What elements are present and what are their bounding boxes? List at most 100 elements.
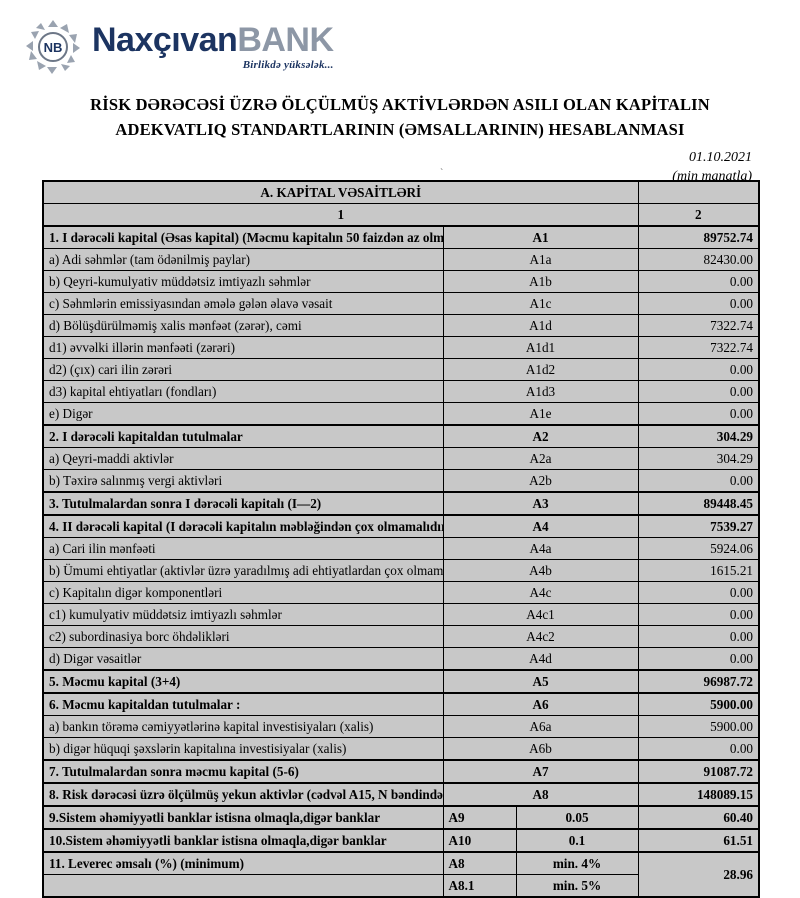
table-row: 9.Sistem əhəmiyyətli banklar istisna olm… bbox=[42, 805, 760, 830]
row-value: 1615.21 bbox=[637, 559, 760, 582]
row-label: b) digər hüquqi şəxslərin kapitalına inv… bbox=[42, 737, 444, 761]
row-value: 60.40 bbox=[637, 805, 760, 830]
leverage-label-blank bbox=[42, 874, 444, 898]
emblem-monogram: NB bbox=[44, 40, 63, 55]
row-value: 7539.27 bbox=[637, 514, 760, 538]
row-code: A9 bbox=[442, 805, 517, 830]
row-value: 148089.15 bbox=[637, 782, 760, 807]
row-code: A1c bbox=[442, 292, 639, 315]
table-header-row-title: A. KAPİTAL VƏSAİTLƏRİ bbox=[42, 180, 760, 204]
row-code: A4d bbox=[442, 647, 639, 671]
row-code: A6b bbox=[442, 737, 639, 761]
leverage-minimum-2: min. 5% bbox=[515, 874, 639, 898]
row-label: 3. Tutulmalardan sonra I dərəcəli kapita… bbox=[42, 491, 444, 516]
table-row: b) Ümumi ehtiyatlar (aktivlər üzrə yarad… bbox=[42, 559, 760, 582]
table-row: c1) kumulyativ müddətsiz imtiyazlı səhml… bbox=[42, 603, 760, 626]
row-value: 89752.74 bbox=[637, 225, 760, 249]
table-row: 7. Tutulmalardan sonra məcmu kapital (5-… bbox=[42, 759, 760, 784]
row-code: A10 bbox=[442, 828, 517, 853]
row-code: A1 bbox=[442, 225, 639, 249]
row-code: A6 bbox=[442, 692, 639, 716]
table-row: 6. Məcmu kapitaldan tutulmalar : A6 5900.0… bbox=[42, 692, 760, 716]
brand-name-primary: Naxçıvan bbox=[92, 21, 238, 59]
row-code: A1b bbox=[442, 270, 639, 293]
row-code: A4c2 bbox=[442, 625, 639, 648]
row-label: d3) kapital ehtiyatları (fondları) bbox=[42, 380, 444, 403]
table-row: d2) (çıx) cari ilin zərəri A1d2 0.00 bbox=[42, 358, 760, 381]
brand-name-secondary: BANK bbox=[237, 21, 334, 59]
row-label: d1) əvvəlki illərin mənfəəti (zərəri) bbox=[42, 336, 444, 359]
table-body: A. KAPİTAL VƏSAİTLƏRİ 1 2 1. I dərəcəli … bbox=[42, 180, 760, 898]
brand-slogan: Birlikdə yüksələk... bbox=[242, 59, 334, 71]
row-value: 0.00 bbox=[637, 737, 760, 761]
table-header-title: A. KAPİTAL VƏSAİTLƏRİ bbox=[42, 180, 639, 204]
row-code: A4c bbox=[442, 581, 639, 604]
row-label: 6. Məcmu kapitaldan tutulmalar : bbox=[42, 692, 444, 716]
row-label: 7. Tutulmalardan sonra məcmu kapital (5-… bbox=[42, 759, 444, 784]
row-label: d) Digər vəsaitlər bbox=[42, 647, 444, 671]
table-row: c) Kapitalın digər komponentləri A4c 0.00 bbox=[42, 581, 760, 604]
table-row: 2. I dərəcəli kapitaldan tutulmalar A2 304… bbox=[42, 424, 760, 448]
table-row: b) Qeyri-kumulyativ müddətsiz imtiyazlı … bbox=[42, 270, 760, 293]
document-title-line-1: RİSK DƏRƏCƏSİ ÜZRƏ ÖLÇÜLMÜŞ AKTİVLƏRDƏN … bbox=[90, 95, 710, 114]
row-value: 82430.00 bbox=[637, 248, 760, 271]
leverage-value: 28.96 bbox=[637, 851, 760, 898]
table-row: a) bankın törəmə cəmiyyətlərinə kapital … bbox=[42, 715, 760, 738]
row-label: a) bankın törəmə cəmiyyətlərinə kapital … bbox=[42, 715, 444, 738]
row-label: 8. Risk dərəcəsi üzrə ölçülmüş yekun akt… bbox=[42, 782, 444, 807]
table-row: b) digər hüquqi şəxslərin kapitalına inv… bbox=[42, 737, 760, 761]
table-row: a) Qeyri-maddi aktivlər A2a 304.29 bbox=[42, 447, 760, 470]
row-code: A1d2 bbox=[442, 358, 639, 381]
row-value: 0.00 bbox=[637, 603, 760, 626]
row-code: A2b bbox=[442, 469, 639, 493]
table-header-blank bbox=[637, 180, 760, 204]
table-row: d) Digər vəsaitlər A4d 0.00 bbox=[42, 647, 760, 671]
table-row: 8. Risk dərəcəsi üzrə ölçülmüş yekun akt… bbox=[42, 782, 760, 807]
row-code: A7 bbox=[442, 759, 639, 784]
leverage-label: 11. Leverec əmsalı (%) (minimum) bbox=[42, 851, 444, 875]
column-number-2: 2 bbox=[637, 203, 760, 227]
leverage-minimum-1: min. 4% bbox=[515, 851, 639, 875]
row-label: d2) (çıx) cari ilin zərəri bbox=[42, 358, 444, 381]
bank-logo: NB NaxçıvanBANK Birlikdə yüksələk... bbox=[24, 18, 334, 76]
row-value: 0.00 bbox=[637, 581, 760, 604]
document-title: RİSK DƏRƏCƏSİ ÜZRƏ ÖLÇÜLMÜŞ AKTİVLƏRDƏN … bbox=[60, 92, 740, 142]
row-label: c1) kumulyativ müddətsiz imtiyazlı səhml… bbox=[42, 603, 444, 626]
row-value: 304.29 bbox=[637, 447, 760, 470]
table-row: d3) kapital ehtiyatları (fondları) A1d3 0.… bbox=[42, 380, 760, 403]
document-title-line-2: ADEKVATLIQ STANDARTLARININ (ƏMSALLARININ… bbox=[115, 120, 685, 139]
row-value: 5900.00 bbox=[637, 692, 760, 716]
table-row: d1) əvvəlki illərin mənfəəti (zərəri) A1d… bbox=[42, 336, 760, 359]
row-value: 0.00 bbox=[637, 625, 760, 648]
row-code: A4a bbox=[442, 537, 639, 560]
row-code: A1e bbox=[442, 402, 639, 426]
table-row: 5. Məcmu kapital (3+4) A5 96987.72 bbox=[42, 669, 760, 694]
table-header-row-numbers: 1 2 bbox=[42, 203, 760, 227]
column-number-1: 1 bbox=[42, 203, 639, 227]
row-code: A6a bbox=[442, 715, 639, 738]
table-row: c2) subordinasiya borc öhdəlikləri A4c2 0.… bbox=[42, 625, 760, 648]
table-row: d) Bölüşdürülməmiş xalis mənfəət (zərər)… bbox=[42, 314, 760, 337]
row-label: b) Ümumi ehtiyatlar (aktivlər üzrə yarad… bbox=[42, 559, 444, 582]
row-code: A4 bbox=[442, 514, 639, 538]
report-date: 01.10.2021 bbox=[689, 150, 752, 165]
leverage-code-1: A8 bbox=[442, 851, 517, 875]
row-value: 61.51 bbox=[637, 828, 760, 853]
stray-mark: ` bbox=[440, 168, 444, 179]
row-label: c2) subordinasiya borc öhdəlikləri bbox=[42, 625, 444, 648]
row-value: 0.00 bbox=[637, 469, 760, 493]
row-label: a) Cari ilin mənfəəti bbox=[42, 537, 444, 560]
row-minimum: 0.1 bbox=[515, 828, 639, 853]
row-label: b) Təxirə salınmış vergi aktivləri bbox=[42, 469, 444, 493]
row-value: 0.00 bbox=[637, 380, 760, 403]
row-label: b) Qeyri-kumulyativ müddətsiz imtiyazlı … bbox=[42, 270, 444, 293]
row-code: A5 bbox=[442, 669, 639, 694]
table-row: e) Digər A1e 0.00 bbox=[42, 402, 760, 426]
row-code: A2 bbox=[442, 424, 639, 448]
table-row: 11. Leverec əmsalı (%) (minimum) A8 min. 4… bbox=[42, 851, 760, 898]
row-code: A1d bbox=[442, 314, 639, 337]
row-value: 5900.00 bbox=[637, 715, 760, 738]
table-row: b) Təxirə salınmış vergi aktivləri A2b 0.0… bbox=[42, 469, 760, 493]
table-row: a) Adi səhmlər (tam ödənilmiş paylar) A1a… bbox=[42, 248, 760, 271]
row-code: A4b bbox=[442, 559, 639, 582]
